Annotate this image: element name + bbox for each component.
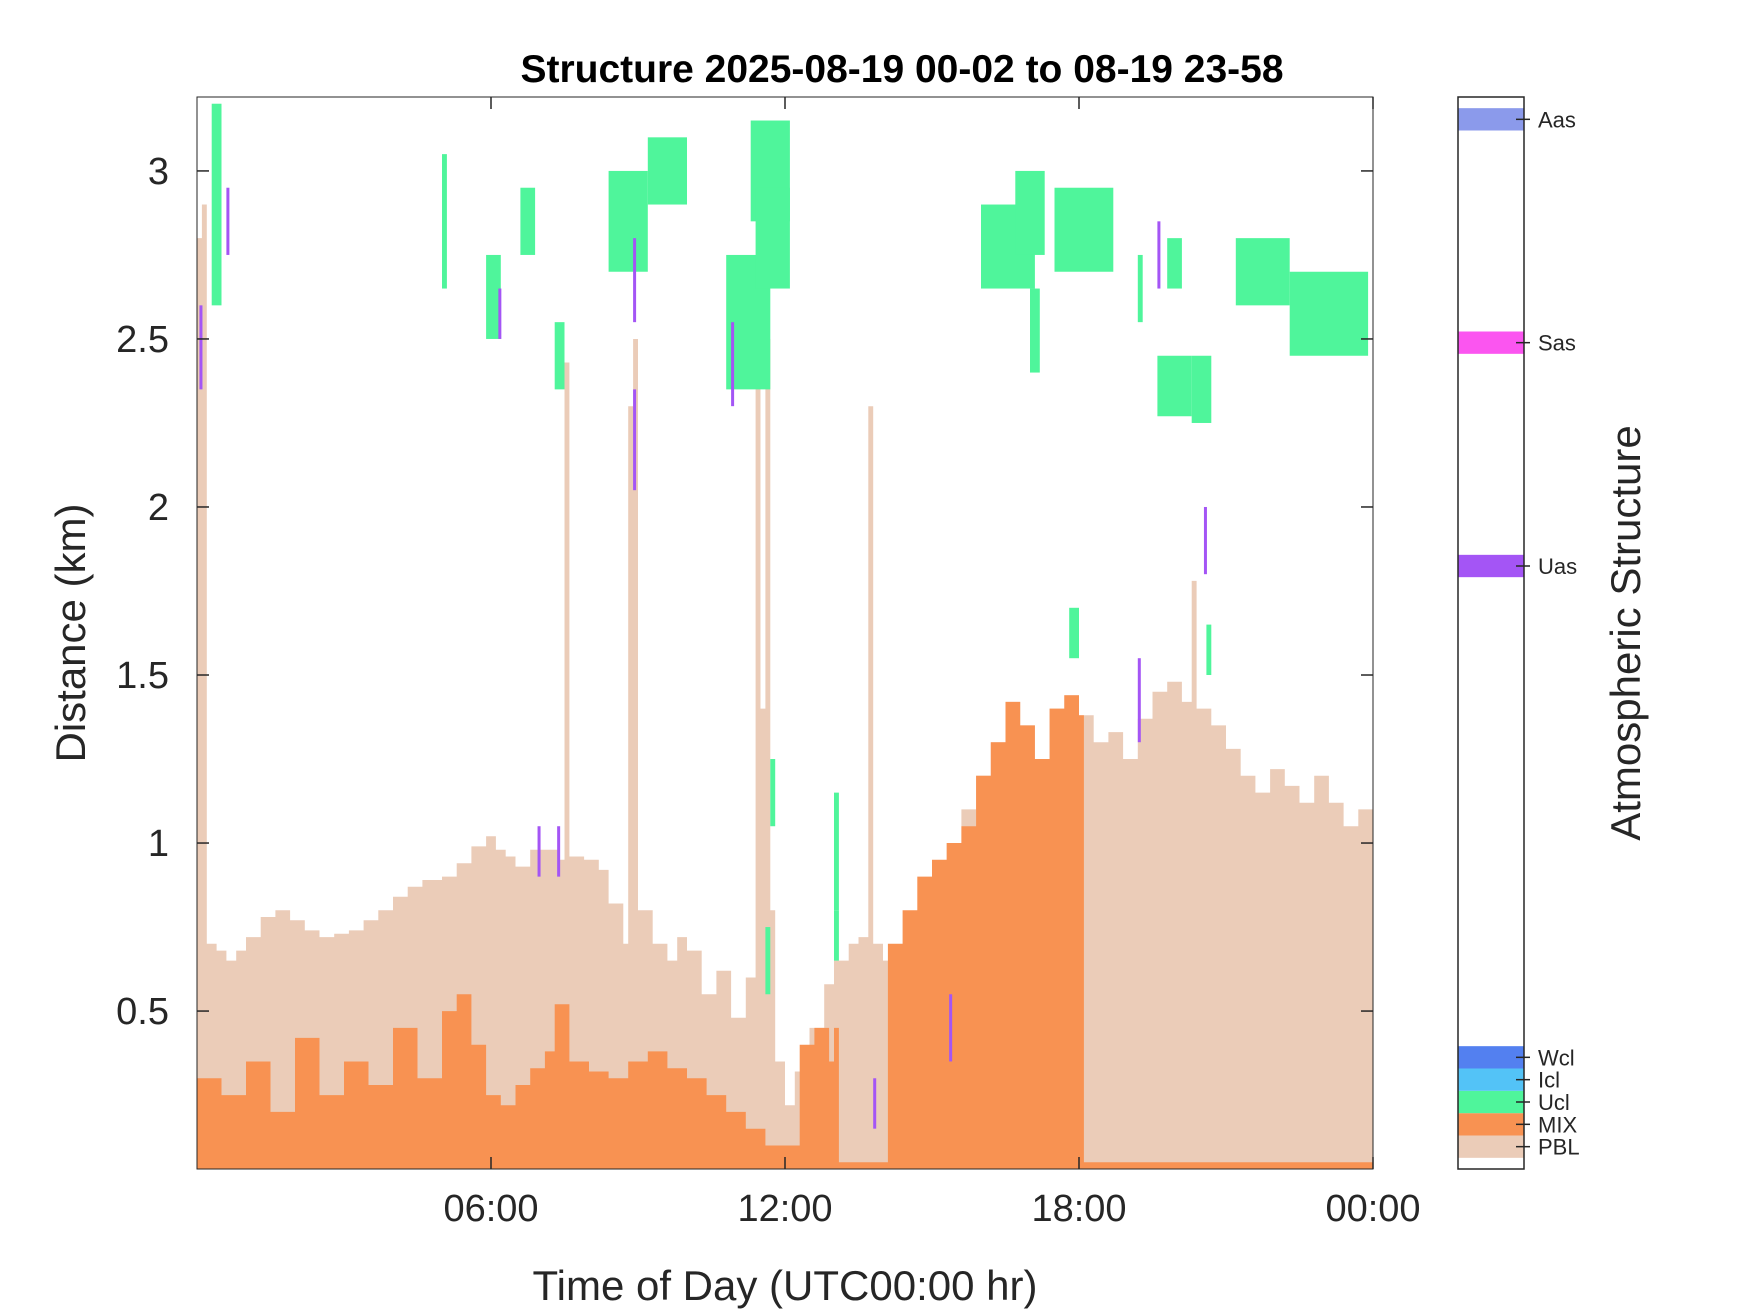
y-tick-label: 1.5: [116, 655, 169, 697]
colorbar-swatch-aas: [1458, 108, 1524, 131]
uas-segment: [731, 322, 735, 407]
ucl-segment: [486, 254, 501, 339]
ucl-segment: [770, 759, 776, 827]
colorbar-tick-label: Aas: [1538, 107, 1576, 132]
y-tick-label: 2.5: [116, 319, 169, 361]
colorbar-swatch-pbl: [1458, 1135, 1524, 1158]
ucl-segment: [834, 792, 839, 911]
colorbar-tick-label: PBL: [1538, 1135, 1580, 1160]
uas-segment: [633, 389, 637, 491]
ucl-segment: [1167, 238, 1182, 289]
uas-segment: [1137, 658, 1141, 743]
colorbar-tick-label: Icl: [1538, 1068, 1560, 1093]
x-tick-label: 00:00: [1325, 1188, 1420, 1230]
ucl-segment: [755, 187, 790, 289]
uas-segment: [633, 238, 637, 323]
ucl-segment: [1137, 254, 1143, 323]
colorbar-swatch-mix: [1458, 1113, 1524, 1136]
y-axis: 0.5 1 1.5 2 2.5 3: [116, 151, 1373, 1033]
colorbar-label: Atmospheric Structure: [1602, 425, 1649, 841]
ucl-segment: [1030, 288, 1040, 373]
plot-marks: [197, 103, 1373, 1169]
ucl-segment: [1157, 355, 1192, 417]
ucl-segment: [211, 103, 222, 306]
colorbar-swatch-uas: [1458, 554, 1524, 578]
x-tick-label: 06:00: [443, 1188, 538, 1230]
mix-area: [197, 695, 1373, 1169]
ucl-segment: [647, 137, 687, 205]
ucl-segment: [765, 927, 771, 995]
x-tick-label: 18:00: [1031, 1188, 1126, 1230]
ucl-segment: [442, 154, 447, 289]
x-tick-label: 12:00: [737, 1188, 832, 1230]
x-axis: 06:00 12:00 18:00 00:00: [443, 97, 1421, 1230]
ucl-segment: [1206, 624, 1212, 676]
ucl-segment: [834, 910, 839, 961]
uas-segment: [873, 1078, 877, 1129]
ucl-segment: [1069, 607, 1079, 659]
colorbar-swatch-wcl: [1458, 1046, 1524, 1069]
uas-segment: [1203, 506, 1207, 575]
y-tick-label: 3: [148, 151, 169, 193]
ucl-segment: [1289, 271, 1369, 356]
y-tick-label: 1: [148, 823, 169, 865]
ucl-segment: [1054, 187, 1114, 272]
y-tick-label: 0.5: [116, 991, 169, 1033]
uas-segment: [949, 994, 953, 1062]
ucl-segment: [1191, 355, 1212, 423]
uas-segment: [498, 288, 502, 339]
colorbar-swatch-ucl: [1458, 1090, 1524, 1114]
colorbar-tick-label: Uas: [1538, 554, 1577, 579]
ucl-segment: [1015, 170, 1045, 255]
uas-segment: [557, 826, 561, 877]
colorbar-tick-label: Ucl: [1538, 1090, 1570, 1115]
ucl-segment: [608, 170, 648, 272]
colorbar-swatch-sas: [1458, 331, 1524, 354]
uas-segment: [226, 187, 230, 255]
chart-title: Structure 2025-08-19 00-02 to 08-19 23-5…: [520, 48, 1283, 91]
x-axis-label: Time of Day (UTC00:00 hr): [533, 1262, 1038, 1309]
colorbar-background: [1458, 97, 1524, 1169]
colorbar-tick-label: Sas: [1538, 331, 1576, 356]
uas-segment: [537, 826, 541, 877]
ucl-segment: [520, 187, 536, 255]
ucl-segment: [554, 322, 565, 390]
colorbar-tick-label: Wcl: [1538, 1045, 1575, 1070]
uas-segment: [1157, 221, 1161, 289]
colorbar-frame: [1457, 96, 1525, 1170]
uas-segment: [199, 305, 203, 390]
y-tick-label: 2: [148, 487, 169, 529]
ucl-segment: [1235, 238, 1290, 306]
colorbar-swatch-icl: [1458, 1068, 1524, 1091]
y-axis-label: Distance (km): [47, 503, 94, 762]
colorbar-tick-label: MIX: [1538, 1112, 1577, 1137]
